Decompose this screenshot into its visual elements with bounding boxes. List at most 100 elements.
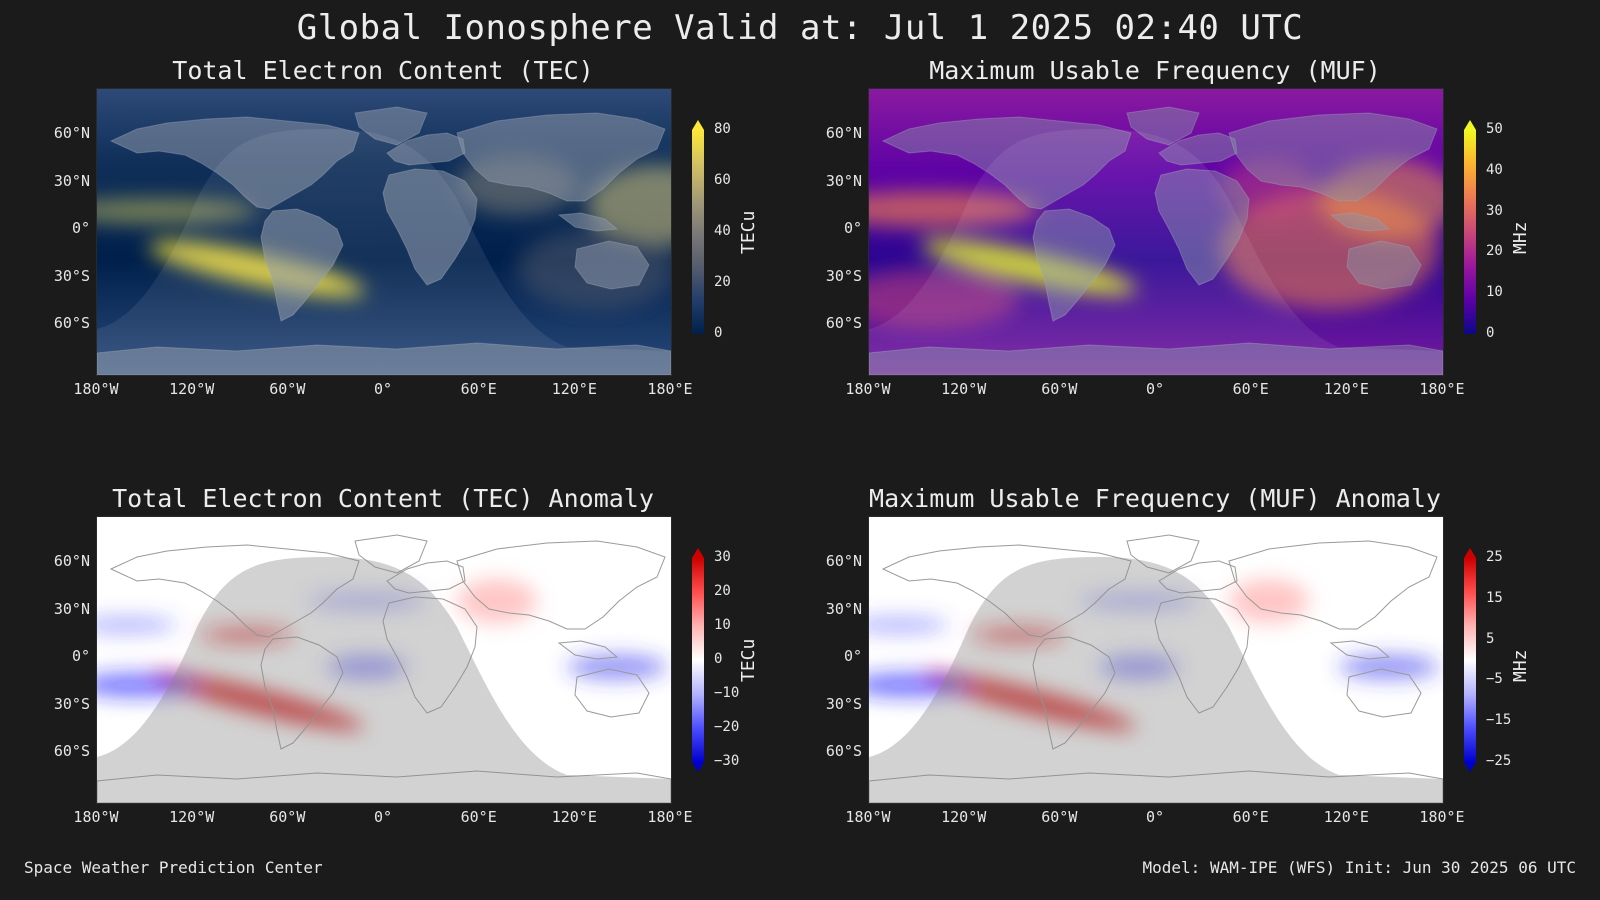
- tec-map[interactable]: [96, 88, 672, 376]
- indonesia-landmass: [1329, 212, 1391, 232]
- field-blob: [97, 617, 177, 633]
- colorbar-tick-label: 0: [714, 325, 723, 341]
- greenland-landmass: [354, 534, 428, 574]
- colorbar-tick-label: 40: [1486, 161, 1503, 178]
- latitude-label: 60°S: [53, 742, 90, 760]
- colorbar-tick-label: 40: [714, 223, 731, 239]
- latitude-label: 60°N: [825, 124, 862, 142]
- longitude-label: 120°W: [941, 808, 987, 826]
- muf-map[interactable]: [868, 88, 1444, 376]
- muf-anomaly-panel-title: Maximum Usable Frequency (MUF) Anomaly: [869, 484, 1441, 513]
- antarctica-landmass: [869, 770, 1443, 803]
- muf-panel-title: Maximum Usable Frequency (MUF): [929, 56, 1381, 85]
- coastlines: [97, 534, 671, 803]
- greenland-landmass: [354, 106, 428, 146]
- latitude-label: 0°: [843, 219, 862, 237]
- longitude-label: 60°W: [1041, 808, 1078, 826]
- asia-landmass: [1228, 540, 1438, 630]
- longitude-label: 120°E: [1323, 808, 1369, 826]
- colorbar-unit-label: MHz: [1510, 649, 1531, 682]
- longitude-label: 120°E: [551, 808, 597, 826]
- colorbar-extend-arrow: [692, 548, 704, 558]
- longitude-label: 60°E: [460, 808, 497, 826]
- field-blob: [327, 655, 407, 679]
- antarctica-landmass: [869, 342, 1443, 375]
- field-blob: [869, 673, 969, 697]
- longitude-label: 60°W: [269, 808, 306, 826]
- field-blob: [307, 591, 427, 611]
- colorbar-tick-label: −25: [1486, 753, 1512, 769]
- longitude-label: 0°: [373, 380, 393, 398]
- tec-anomaly-panel-title: Total Electron Content (TEC) Anomaly: [112, 484, 654, 513]
- field-blob: [457, 579, 537, 623]
- longitude-label: 180°W: [73, 808, 119, 826]
- north-america-landmass: [881, 116, 1132, 210]
- longitude-label: 0°: [1145, 380, 1165, 398]
- longitude-label: 60°E: [1232, 808, 1269, 826]
- latitude-label: 0°: [843, 647, 862, 665]
- colorbar-unit-label: TECu: [738, 638, 759, 682]
- colorbar-tick-label: 20: [714, 583, 731, 599]
- field-blob: [150, 671, 364, 731]
- colorbar-extend-arrow: [1464, 120, 1476, 130]
- night-side-shading: [97, 557, 671, 803]
- longitude-label: 120°E: [1323, 380, 1369, 398]
- latitude-label: 60°S: [825, 742, 862, 760]
- colorbar-tick-label: −15: [1486, 712, 1512, 729]
- longitude-label: 60°E: [460, 380, 497, 398]
- colorbar-tick-label: 20: [714, 274, 731, 290]
- australia-landmass: [574, 668, 650, 718]
- field-blob: [1229, 579, 1309, 623]
- latitude-label: 60°S: [53, 314, 90, 332]
- coastlines: [869, 106, 1443, 375]
- colorbar-unit-label: MHz: [1510, 221, 1531, 254]
- colorbar-unit-label: TECu: [738, 210, 759, 254]
- field-blob: [973, 627, 1065, 643]
- colorbar-tick-label: 60: [714, 172, 731, 188]
- colorbar-tick-label: 50: [1486, 121, 1503, 137]
- north-america-landmass: [881, 544, 1132, 638]
- longitude-label: 180°E: [647, 380, 693, 398]
- australia-landmass: [574, 240, 650, 290]
- indonesia-landmass: [557, 212, 619, 232]
- longitude-label: 60°W: [1041, 380, 1078, 398]
- greenland-landmass: [1126, 106, 1200, 146]
- muf-anom-colorbar: [1464, 558, 1476, 762]
- longitude-label: 120°W: [941, 380, 987, 398]
- colorbar-tick-label: 30: [714, 549, 731, 565]
- colorbar-tick-label: 0: [714, 651, 723, 667]
- greenland-landmass: [1126, 534, 1200, 574]
- page-title: Global Ionosphere Valid at: Jul 1 2025 0…: [296, 8, 1304, 48]
- latitude-label: 30°N: [825, 172, 862, 190]
- south-america-landmass: [1032, 208, 1116, 322]
- latitude-label: 60°N: [53, 124, 90, 142]
- tec-anomaly-map[interactable]: [96, 516, 672, 804]
- antarctica-landmass: [97, 342, 671, 375]
- colorbar-tick-label: −5: [1486, 671, 1503, 688]
- europe-landmass: [386, 560, 466, 594]
- field-blob: [201, 627, 293, 643]
- colorbar-extend-arrow: [1464, 762, 1476, 772]
- latitude-label: 0°: [71, 647, 90, 665]
- longitude-label: 180°E: [1419, 380, 1465, 398]
- australia-landmass: [1346, 240, 1422, 290]
- north-america-landmass: [109, 544, 360, 638]
- muf-colorbar: [1464, 130, 1476, 334]
- longitude-label: 120°W: [169, 808, 215, 826]
- longitude-label: 120°W: [169, 380, 215, 398]
- field-blob: [869, 269, 1019, 329]
- colorbar-extend-arrow: [692, 762, 704, 772]
- colorbar-tick-label: 25: [1486, 549, 1503, 565]
- europe-landmass: [1158, 132, 1238, 166]
- muf-anomaly-map[interactable]: [868, 516, 1444, 804]
- longitude-label: 180°W: [73, 380, 119, 398]
- south-america-landmass: [260, 208, 344, 322]
- latitude-label: 30°S: [825, 267, 862, 285]
- tec-colorbar: [692, 130, 704, 334]
- colorbar-tick-label: 0: [1486, 325, 1495, 341]
- colorbar-tick-label: −30: [714, 753, 740, 769]
- footer-credit: Space Weather Prediction Center: [24, 858, 323, 877]
- africa-landmass: [1154, 596, 1250, 714]
- asia-landmass: [456, 112, 666, 202]
- indonesia-landmass: [557, 640, 619, 660]
